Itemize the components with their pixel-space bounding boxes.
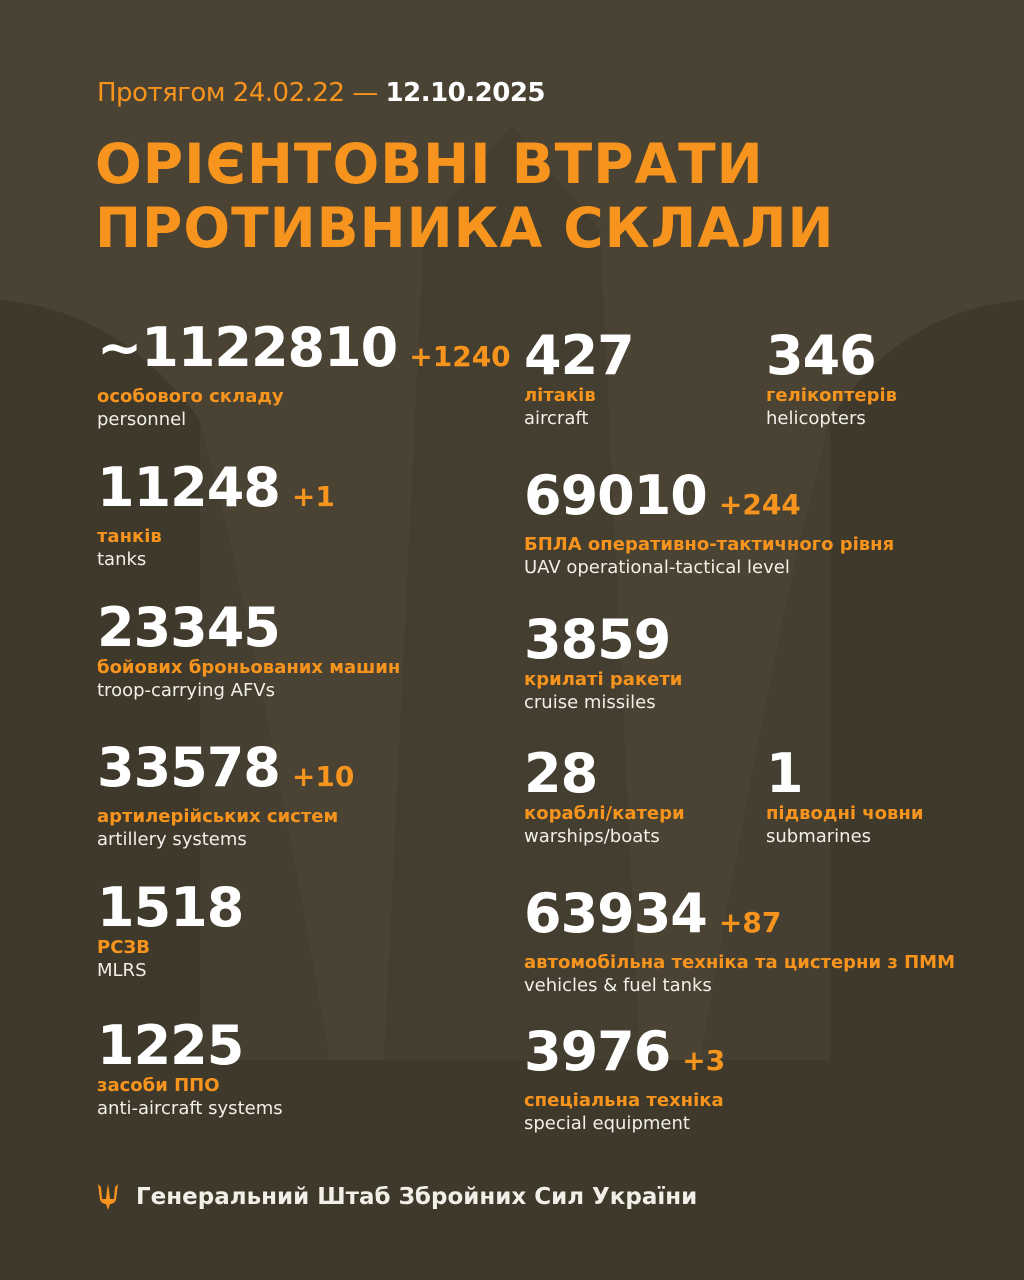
stat-value: 3859: [524, 608, 671, 671]
stat-value: 427: [524, 324, 635, 387]
period: Протягом 24.02.22 — 12.10.2025: [97, 78, 546, 108]
stat-label-en: helicopters: [766, 408, 866, 429]
stat-value: 11248 +1: [97, 456, 335, 519]
page-title: ОРІЄНТОВНІ ВТРАТИ ПРОТИВНИКА СКЛАЛИ: [95, 132, 835, 260]
stat-label-en: MLRS: [97, 960, 147, 981]
stat-delta: +87: [718, 906, 782, 939]
stat-block: 33578 +10 артилерійських систем artillery…: [97, 738, 354, 851]
stat-label-en: troop-carrying AFVs: [97, 680, 275, 701]
stat-label-en: tanks: [97, 549, 147, 570]
stat-label-en: UAV operational-tactical level: [524, 557, 790, 578]
stat-label-en: cruise missiles: [524, 692, 656, 713]
stat-label-ua: кораблі/катери: [524, 803, 685, 824]
stat-delta: +3: [682, 1044, 726, 1077]
stat-block: 1 підводні човни submarines: [766, 744, 923, 848]
stat-label-ua: засоби ППО: [97, 1075, 220, 1096]
stat-label-en: warships/boats: [524, 826, 660, 847]
stat-label-ua: артилерійських систем: [97, 806, 339, 827]
stat-block: 3976 +3 спеціальна техніка special equipm…: [524, 1022, 725, 1135]
stat-block: 69010 +244 БПЛА оперативно-тактичного рів…: [524, 466, 894, 579]
stat-label-ua: підводні човни: [766, 803, 924, 824]
footer: Генеральний Штаб Збройних Сил України: [96, 1182, 697, 1212]
stat-delta: +244: [718, 488, 801, 521]
stat-label-ua: танків: [97, 526, 162, 547]
stat-value: ~1122810 +1240: [97, 316, 511, 379]
stat-value: 28: [524, 742, 598, 805]
stat-value: 1518: [97, 876, 244, 939]
stat-block: 28 кораблі/катери warships/boats: [524, 744, 685, 848]
stat-label-en: personnel: [97, 409, 187, 430]
stat-block: 63934 +87 автомобільна техніка та цистерн…: [524, 884, 955, 997]
stat-label-en: special equipment: [524, 1113, 690, 1134]
stat-block: 427 літаків aircraft: [524, 324, 635, 430]
stat-block: 3859 крилаті ракети cruise missiles: [524, 610, 682, 714]
stat-block: 1225 засоби ППО anti-aircraft systems: [97, 1016, 283, 1120]
stat-value: 33578 +10: [97, 736, 355, 799]
stat-label-en: aircraft: [524, 408, 589, 429]
stat-value: 63934 +87: [524, 882, 782, 945]
stat-block: 346 гелікоптерів helicopters: [766, 326, 897, 430]
stat-label-ua: особового складу: [97, 386, 284, 407]
stat-label-ua: спеціальна техніка: [524, 1090, 724, 1111]
stat-label-en: anti-aircraft systems: [97, 1098, 283, 1119]
stat-value: 23345: [97, 596, 281, 659]
stat-value: 1: [766, 742, 804, 805]
stat-label-ua: гелікоптерів: [766, 385, 898, 406]
stat-block: 11248 +1 танків tanks: [97, 458, 335, 571]
stat-label-ua: РСЗВ: [97, 937, 150, 958]
stat-block: 23345 бойових броньованих машин troop-ca…: [97, 598, 400, 702]
stat-block: 1518 РСЗВ MLRS: [97, 876, 244, 982]
trident-icon: [98, 1184, 118, 1210]
stat-label-ua: літаків: [524, 385, 596, 406]
stat-label-ua: БПЛА оперативно-тактичного рівня: [524, 534, 895, 555]
stat-label-ua: крилаті ракети: [524, 669, 683, 690]
stat-label-ua: бойових броньованих машин: [97, 657, 401, 678]
stat-label-en: submarines: [766, 826, 872, 847]
stat-value: 1225: [97, 1014, 244, 1077]
stat-label-ua: автомобільна техніка та цистерни з ПММ: [524, 952, 955, 973]
stat-value: 346: [766, 324, 877, 387]
stat-delta: +1: [291, 480, 335, 513]
stat-label-en: vehicles & fuel tanks: [524, 975, 712, 996]
footer-text: Генеральний Штаб Збройних Сил України: [136, 1184, 698, 1210]
stat-delta: +1240: [409, 340, 511, 373]
stat-value: 69010 +244: [524, 464, 801, 527]
stat-delta: +10: [291, 760, 355, 793]
stat-label-en: artillery systems: [97, 829, 247, 850]
stat-block: ~1122810 +1240 особового складу personnel: [97, 318, 511, 431]
stat-value: 3976 +3: [524, 1020, 726, 1083]
